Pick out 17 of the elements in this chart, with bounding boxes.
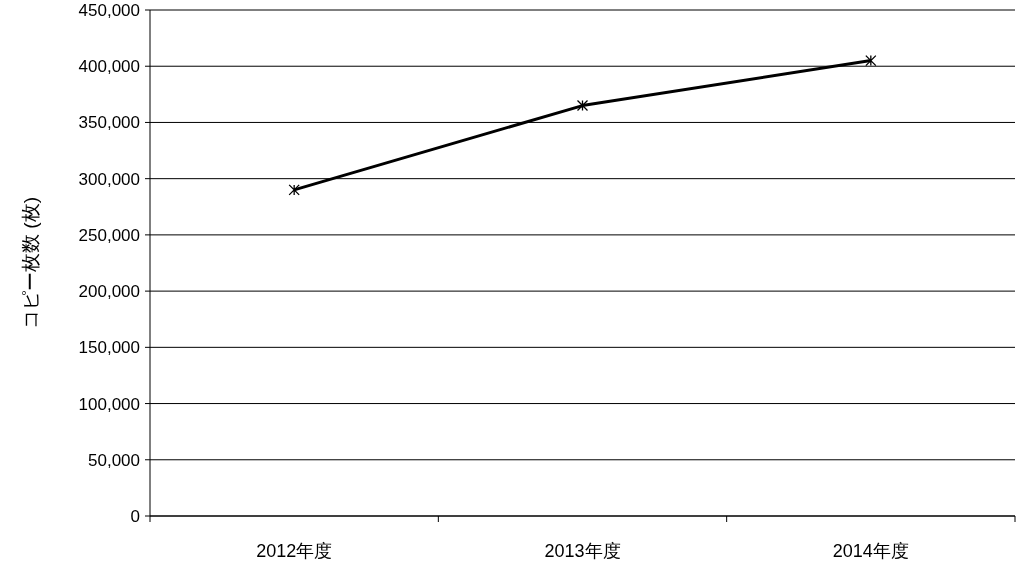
- point: [865, 54, 877, 67]
- point: [288, 184, 300, 196]
- y-tick-label: 300,000: [78, 169, 140, 189]
- y-tick-label: 100,000: [78, 394, 140, 414]
- x-tick-label: 2012年度: [256, 541, 333, 561]
- y-tick-label: 250,000: [78, 225, 140, 245]
- y-tick-label: 0: [130, 507, 140, 526]
- y-tick-label: 400,000: [78, 57, 140, 77]
- y-tick-label: 350,000: [78, 113, 140, 133]
- y-tick-label: 150,000: [78, 338, 140, 358]
- y-tick-label: 450,000: [78, 1, 140, 20]
- y-tick-label: 200,000: [78, 282, 140, 302]
- x-tick-label: 2013年度: [544, 541, 621, 561]
- point: [576, 99, 589, 112]
- y-axis-title: コピー枚数 (枚): [20, 197, 41, 329]
- x-tick-label: 2014年度: [832, 541, 909, 561]
- y-tick-label: 50,000: [88, 450, 140, 470]
